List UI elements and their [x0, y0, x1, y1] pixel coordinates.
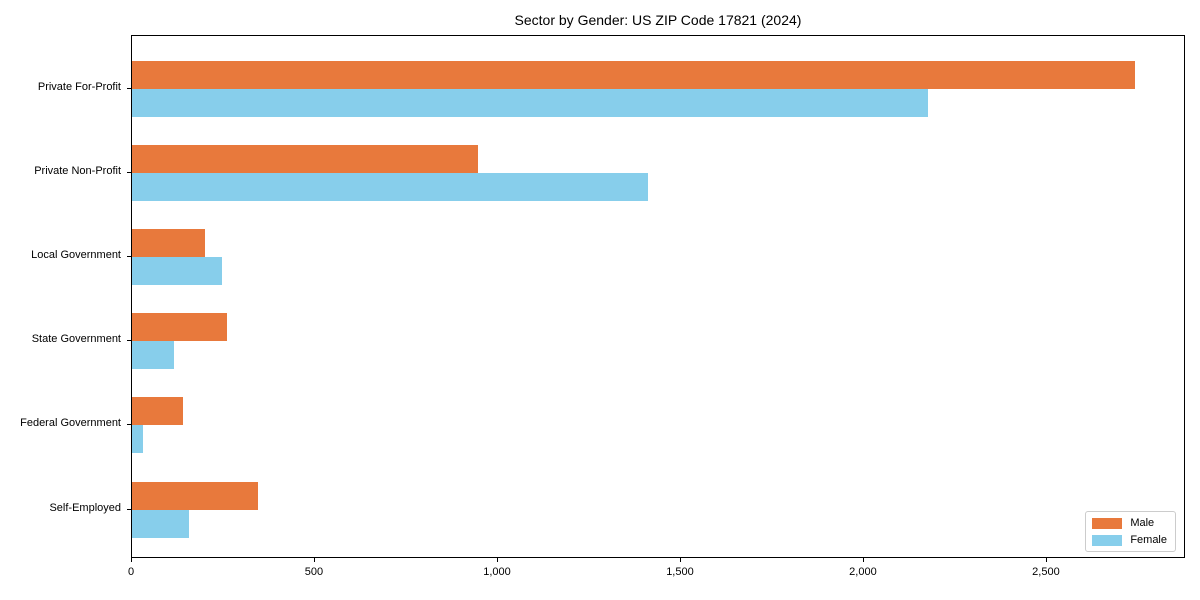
legend-item-male: Male — [1092, 517, 1167, 529]
y-tick-mark — [127, 256, 131, 258]
bar-male-local-government — [132, 229, 206, 258]
x-tick-label-0: 0 — [127, 566, 135, 578]
legend-swatch-male — [1092, 517, 1123, 529]
bar-male-federal-government — [132, 397, 184, 426]
y-tick-label-self-employed: Self-Employed — [49, 501, 121, 514]
legend-item-female: Female — [1092, 534, 1167, 546]
y-tick-label-private-for-profit: Private For-Profit — [37, 81, 121, 93]
chart-title: Sector by Gender: US ZIP Code 17821 (202… — [514, 12, 802, 28]
bar-female-state-government — [132, 341, 175, 370]
x-tick-mark — [1045, 558, 1047, 562]
y-tick-label-local-government: Local Government — [31, 249, 121, 262]
bar-female-self-employed — [132, 509, 189, 538]
bar-male-private-for-profit — [132, 61, 1135, 89]
bar-female-private-for-profit — [132, 89, 928, 117]
bar-male-private-non-profit — [132, 145, 478, 174]
x-tick-mark — [131, 558, 132, 562]
x-tick-label-2-000: 2,000 — [849, 566, 877, 578]
plot-area: Male Female — [131, 35, 1185, 558]
y-tick-mark — [127, 424, 131, 426]
x-tick-mark — [313, 558, 315, 562]
legend: Male Female — [1085, 511, 1176, 552]
x-tick-label-500: 500 — [304, 566, 324, 578]
y-tick-label-state-government: State Government — [31, 333, 121, 346]
bar-female-local-government — [132, 257, 222, 286]
x-tick-mark — [496, 558, 498, 562]
bar-male-self-employed — [132, 481, 259, 510]
x-tick-label-2-500: 2,500 — [1032, 566, 1060, 578]
bar-female-private-non-profit — [132, 173, 649, 202]
y-tick-mark — [127, 340, 131, 342]
y-tick-label-private-non-profit: Private Non-Profit — [34, 165, 121, 178]
legend-label-female: Female — [1130, 534, 1167, 546]
legend-label-male: Male — [1130, 517, 1155, 529]
legend-swatch-female — [1092, 534, 1123, 546]
x-tick-label-1-500: 1,500 — [666, 566, 694, 578]
y-tick-mark — [127, 508, 131, 510]
x-tick-mark — [862, 558, 864, 562]
x-tick-mark — [679, 558, 681, 562]
y-tick-mark — [127, 88, 131, 89]
x-tick-label-1-000: 1,000 — [483, 566, 511, 578]
y-tick-label-federal-government: Federal Government — [20, 417, 121, 430]
bar-male-state-government — [132, 313, 228, 342]
bar-female-federal-government — [132, 425, 143, 454]
y-tick-mark — [127, 172, 131, 174]
